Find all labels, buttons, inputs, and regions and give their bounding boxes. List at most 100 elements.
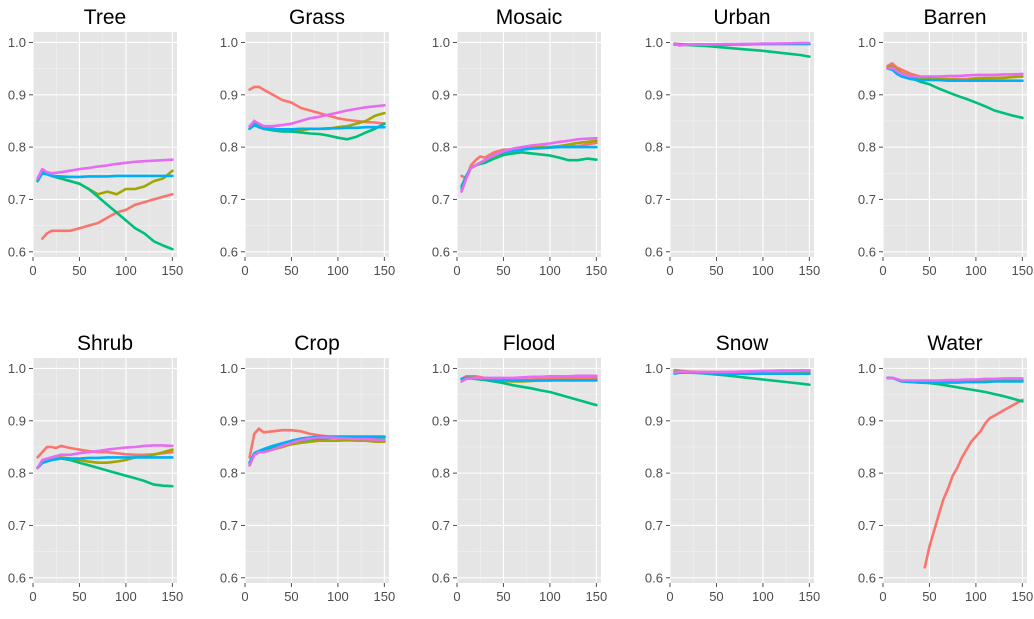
y-tick-label: 0.7 (220, 192, 238, 207)
panel-mosaic: Mosaic 0.6 0.7 0.8 0.9 1.0 0 50 100 150 (432, 6, 607, 278)
y-tick-label: 1.0 (858, 35, 876, 50)
x-tick-label: 0 (879, 589, 886, 604)
y-tick-label: 0.6 (645, 570, 663, 585)
x-tick-label: 0 (241, 263, 248, 278)
panel-title-grass: Grass (289, 6, 345, 29)
panel-grass: Grass 0.6 0.7 0.8 0.9 1.0 0 50 100 150 (220, 6, 395, 278)
y-tick-label: 1.0 (8, 361, 26, 376)
x-tick-label: 150 (799, 589, 821, 604)
y-tick-label: 1.0 (220, 35, 238, 50)
series-line-5 (673, 41, 811, 47)
panel-snow: Snow 0.6 0.7 0.8 0.9 1.0 0 50 100 150 (645, 332, 820, 604)
panel-title-tree: Tree (84, 6, 126, 29)
panel-background (457, 32, 601, 257)
x-tick-label: 0 (666, 263, 673, 278)
series-line-1 (248, 85, 386, 125)
y-tick-label: 0.6 (220, 244, 238, 259)
panel-background (245, 32, 389, 257)
y-tick-label: 0.8 (858, 466, 876, 481)
x-tick-label: 150 (586, 263, 608, 278)
series-line-5 (460, 374, 598, 383)
y-tick-label: 0.7 (645, 192, 663, 207)
x-tick-label: 100 (539, 263, 561, 278)
x-tick-label: 150 (1012, 263, 1034, 278)
x-tick-label: 0 (453, 263, 460, 278)
series-line-5 (886, 66, 1024, 78)
panel-urban: Urban 0.6 0.7 0.8 0.9 1.0 0 50 100 150 (645, 6, 820, 278)
x-tick-label: 100 (752, 263, 774, 278)
panel-title-barren: Barren (923, 6, 986, 29)
series-line-4 (248, 123, 386, 131)
y-tick-label: 0.9 (645, 413, 663, 428)
y-tick-label: 0.9 (858, 413, 876, 428)
y-tick-label: 0.7 (8, 192, 26, 207)
panel-title-urban: Urban (713, 6, 770, 29)
y-tick-label: 0.8 (432, 466, 450, 481)
x-tick-label: 100 (752, 589, 774, 604)
y-tick-label: 0.8 (8, 466, 26, 481)
panel-flood: Flood 0.6 0.7 0.8 0.9 1.0 0 50 100 150 (432, 332, 607, 604)
panel-background (670, 358, 814, 583)
y-tick-label: 1.0 (8, 35, 26, 50)
series-line-5 (460, 136, 598, 193)
y-tick-label: 0.6 (858, 570, 876, 585)
x-tick-label: 50 (284, 263, 298, 278)
x-tick-label: 100 (965, 263, 987, 278)
x-tick-label: 150 (374, 589, 396, 604)
panel-background (457, 358, 601, 583)
series-line-1 (40, 192, 174, 240)
y-tick-label: 0.6 (432, 244, 450, 259)
x-tick-label: 50 (284, 589, 298, 604)
x-tick-label: 0 (666, 589, 673, 604)
x-tick-label: 50 (709, 263, 723, 278)
x-tick-label: 0 (879, 263, 886, 278)
y-tick-label: 0.7 (858, 518, 876, 533)
y-tick-label: 0.6 (220, 570, 238, 585)
y-tick-label: 0.8 (220, 466, 238, 481)
y-tick-label: 1.0 (645, 361, 663, 376)
panel-title-water: Water (927, 332, 982, 355)
x-tick-label: 0 (29, 263, 36, 278)
x-tick-label: 100 (965, 589, 987, 604)
y-tick-label: 0.8 (858, 140, 876, 155)
x-tick-label: 50 (496, 589, 510, 604)
panel-water: Water 0.6 0.7 0.8 0.9 1.0 0 50 100 150 (858, 332, 1033, 604)
x-tick-label: 0 (29, 589, 36, 604)
y-tick-label: 1.0 (432, 35, 450, 50)
panel-background (883, 32, 1027, 257)
panel-background (670, 32, 814, 257)
x-tick-label: 50 (922, 263, 936, 278)
y-tick-label: 0.6 (432, 570, 450, 585)
series-line-5 (673, 369, 811, 375)
x-tick-label: 0 (241, 589, 248, 604)
x-tick-label: 100 (539, 589, 561, 604)
x-tick-label: 150 (374, 263, 396, 278)
y-tick-label: 1.0 (220, 361, 238, 376)
y-tick-label: 0.9 (8, 413, 26, 428)
y-tick-label: 0.8 (645, 466, 663, 481)
x-tick-label: 50 (922, 589, 936, 604)
panel-tree: Tree 0.6 0.7 0.8 0.9 1.0 0 50 100 150 (8, 6, 183, 278)
y-tick-label: 0.8 (220, 140, 238, 155)
y-tick-label: 0.7 (432, 192, 450, 207)
y-tick-label: 1.0 (645, 35, 663, 50)
series-line-1 (923, 398, 1024, 569)
y-tick-label: 0.9 (220, 87, 238, 102)
y-tick-label: 0.9 (645, 87, 663, 102)
x-tick-label: 150 (162, 263, 184, 278)
series-line-4 (36, 456, 174, 470)
panel-title-crop: Crop (294, 332, 340, 355)
panel-shrub: Shrub 0.6 0.7 0.8 0.9 1.0 0 50 100 150 (8, 332, 183, 604)
y-tick-label: 0.8 (645, 140, 663, 155)
y-tick-label: 0.9 (220, 413, 238, 428)
x-tick-label: 50 (72, 263, 86, 278)
x-tick-label: 150 (799, 263, 821, 278)
y-tick-label: 0.9 (432, 413, 450, 428)
y-tick-label: 0.7 (432, 518, 450, 533)
panel-title-flood: Flood (503, 332, 556, 355)
x-tick-label: 50 (72, 589, 86, 604)
y-tick-label: 0.9 (8, 87, 26, 102)
panel-title-mosaic: Mosaic (496, 6, 563, 29)
y-tick-label: 1.0 (858, 361, 876, 376)
